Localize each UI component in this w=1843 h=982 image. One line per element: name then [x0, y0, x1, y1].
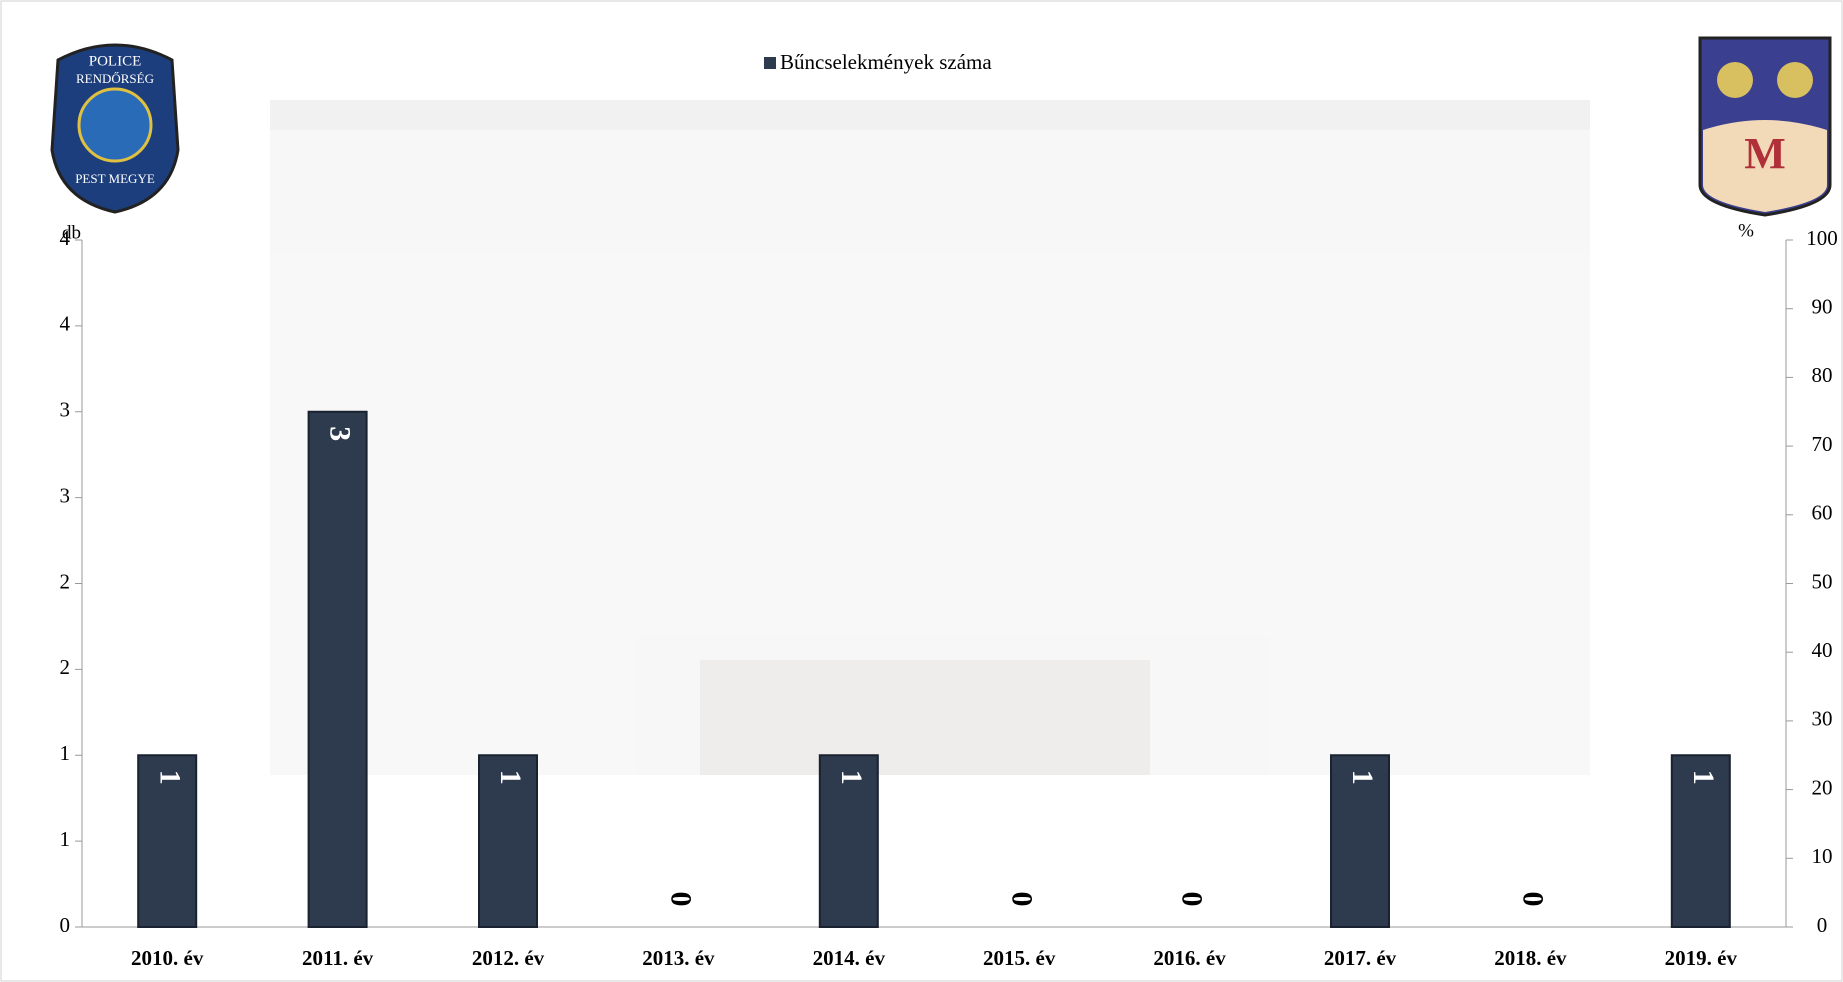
police-logo: POLICE RENDŐRSÉG PEST MEGYE [50, 43, 180, 214]
logo-text: RENDŐRSÉG [76, 71, 154, 86]
data-label: 0 [665, 892, 698, 907]
background-photo [270, 100, 1590, 775]
x-tick-label: 2012. év [472, 946, 545, 970]
logo-text: PEST MEGYE [75, 171, 155, 186]
bar [1330, 754, 1390, 928]
data-label: 1 [494, 770, 527, 785]
y2-tick-label: 100 [1806, 226, 1838, 250]
data-label: 3 [324, 426, 357, 441]
legend-label: Bűncselekmények száma [780, 50, 992, 74]
y-tick-label: 3 [60, 398, 71, 422]
bar [137, 754, 198, 928]
x-tick-label: 2019. év [1665, 946, 1738, 970]
y-tick-label: 4 [60, 312, 71, 336]
data-label: 0 [1517, 892, 1550, 907]
x-tick-label: 2018. év [1494, 946, 1567, 970]
x-tick-label: 2016. év [1153, 946, 1226, 970]
coat-of-arms: M [1698, 36, 1832, 217]
y2-tick-label: 90 [1812, 295, 1833, 319]
x-tick-label: 2011. év [302, 946, 374, 970]
y2-tick-label: 60 [1812, 501, 1833, 525]
logo-text: POLICE [89, 53, 142, 69]
y-tick-label: 2 [60, 569, 71, 593]
data-label: 1 [1346, 770, 1379, 785]
y-tick-label: 3 [60, 483, 71, 507]
y2-tick-label: 70 [1812, 432, 1833, 456]
x-tick-label: 2010. év [131, 946, 204, 970]
data-label: 1 [1687, 770, 1720, 785]
x-tick-label: 2013. év [642, 946, 715, 970]
bar [478, 754, 538, 928]
x-tick-label: 2015. év [983, 946, 1056, 970]
y-tick-label: 1 [60, 741, 71, 765]
y2-tick-label: 10 [1812, 844, 1833, 868]
bar [1670, 754, 1731, 928]
data-label: 0 [1005, 892, 1038, 907]
logo-text: M [1744, 129, 1786, 178]
x-tick-label: 2017. év [1324, 946, 1397, 970]
data-label: 1 [835, 770, 868, 785]
y2-tick-label: 30 [1812, 707, 1833, 731]
y-tick-label: 1 [60, 827, 71, 851]
y2-tick-label: 50 [1812, 569, 1833, 593]
y-tick-label: 4 [60, 226, 71, 250]
data-label: 1 [153, 770, 186, 785]
y2-tick-label: 20 [1812, 775, 1833, 799]
bar [307, 410, 368, 928]
y-tick-label: 2 [60, 655, 71, 679]
x-tick-label: 2014. év [813, 946, 886, 970]
data-label: 0 [1176, 892, 1209, 907]
y-tick-label: 0 [60, 913, 71, 937]
y2-tick-label: 80 [1812, 363, 1833, 387]
y2-tick-label: 40 [1812, 638, 1833, 662]
y2-axis-label: % [1738, 220, 1754, 241]
bar [818, 754, 879, 928]
y-axis-label: db [62, 222, 81, 243]
legend-swatch [764, 57, 776, 69]
y2-tick-label: 0 [1817, 913, 1828, 937]
